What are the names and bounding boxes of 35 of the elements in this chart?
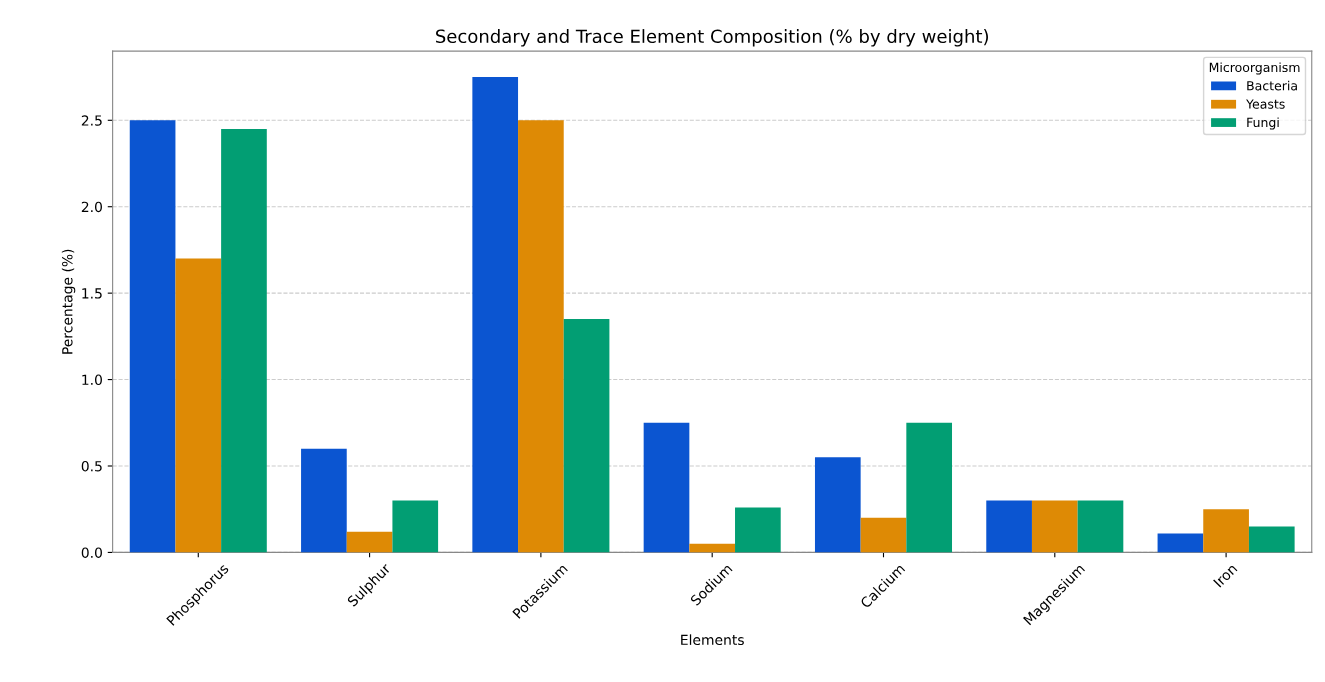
chart-title: Secondary and Trace Element Composition (% by dry weight) <box>436 29 988 47</box>
legend-title: Microorganism <box>1209 62 1300 75</box>
bar <box>1077 500 1124 553</box>
bar <box>1157 533 1204 553</box>
bar <box>1031 500 1078 553</box>
bar <box>906 422 953 553</box>
bar <box>643 422 690 553</box>
bar <box>1203 509 1249 553</box>
bar <box>129 120 176 553</box>
bar <box>175 258 222 553</box>
bar <box>472 77 519 553</box>
bar <box>689 543 736 553</box>
bar <box>518 120 564 553</box>
y-tick-label: 1.5 <box>82 288 102 299</box>
bar <box>346 531 393 553</box>
y-tick-label: 0.0 <box>81 547 102 558</box>
bar <box>392 500 439 553</box>
x-tick-label: Iron <box>1213 563 1238 588</box>
bar <box>301 448 347 553</box>
legend-label: Fungi <box>1247 117 1279 130</box>
y-tick-label: 2.5 <box>81 115 102 126</box>
legend-label: Yeasts <box>1246 99 1285 109</box>
bar <box>986 500 1032 553</box>
bar <box>221 128 267 553</box>
bar <box>814 457 861 553</box>
legend-label: Bacteria <box>1247 80 1297 91</box>
y-tick-label: 1.0 <box>82 374 102 386</box>
bar <box>860 517 907 553</box>
bar <box>735 507 781 553</box>
y-tick-label: 2.0 <box>81 201 102 213</box>
bar <box>563 319 610 553</box>
x-axis-title: Elements <box>681 634 744 646</box>
bar <box>1248 526 1295 553</box>
y-tick-label: 0.5 <box>81 460 102 472</box>
y-axis-title: Percentage (%) <box>61 249 76 354</box>
